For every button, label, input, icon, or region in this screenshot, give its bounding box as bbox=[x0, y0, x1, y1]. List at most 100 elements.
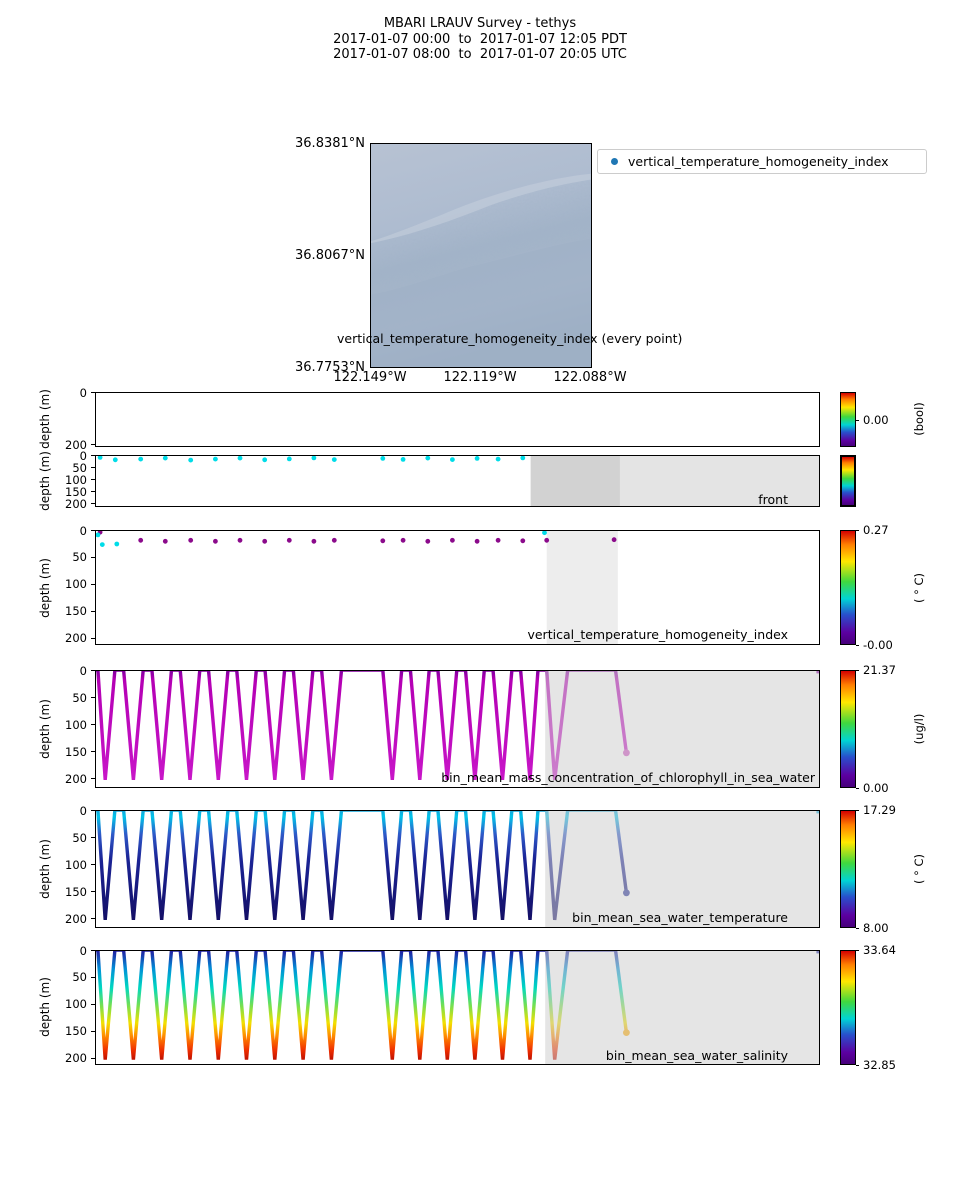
y-tick-label: 100 bbox=[65, 472, 87, 487]
y-tick-label: 200 bbox=[65, 437, 87, 452]
y-tick-label: 150 bbox=[65, 604, 87, 619]
y-tick-mark bbox=[91, 611, 95, 612]
y-tick-mark bbox=[91, 751, 95, 753]
title-line-1: MBARI LRAUV Survey - tethys bbox=[383, 16, 577, 31]
y-tick-mark bbox=[91, 1031, 95, 1032]
plot-area-front bbox=[95, 455, 820, 507]
colorbar-tick-label: 0.00 bbox=[863, 412, 889, 427]
map-panel bbox=[370, 143, 592, 368]
y-tick-mark bbox=[91, 918, 95, 920]
y-tick-mark bbox=[91, 557, 95, 558]
colorbar-chlorophyll bbox=[840, 670, 856, 788]
y-tick-mark bbox=[91, 392, 95, 393]
colorbar-tick-label: 8.00 bbox=[863, 921, 889, 935]
colorbar-tick-mark bbox=[856, 788, 859, 789]
colorbar-tick-mark bbox=[856, 530, 859, 531]
y-tick-mark bbox=[91, 697, 95, 699]
colorbar-unit-bool: (bool) bbox=[912, 402, 926, 436]
title-line-3: 2017-01-07 08:00 to 2017-01-07 20:05 UTC bbox=[333, 47, 627, 62]
colorbar-tick-mark bbox=[856, 928, 859, 929]
y-tick-label: 0 bbox=[79, 663, 87, 678]
y-tick-label: 200 bbox=[65, 1051, 87, 1066]
figure-title: MBARI LRAUV Survey - tethys 2017-01-07 0… bbox=[0, 16, 960, 63]
colorbar-tick-label: 0.00 bbox=[863, 781, 889, 795]
plot-area-temperature bbox=[95, 810, 820, 928]
colorbar-tick-label: 21.37 bbox=[863, 663, 896, 677]
colorbar-tick-label: 33.64 bbox=[863, 943, 896, 957]
plot-area-salinity bbox=[95, 950, 820, 1065]
y-tick-mark bbox=[91, 503, 95, 505]
colorbar-salinity bbox=[840, 950, 856, 1065]
subplot-title: vertical_temperature_homogeneity_index (… bbox=[337, 331, 683, 346]
y-tick-mark bbox=[91, 530, 95, 531]
plot-area-bool bbox=[95, 392, 820, 447]
plot-area-vthi bbox=[95, 530, 820, 645]
colorbar-tick-mark bbox=[856, 950, 859, 951]
y-tick-label: 150 bbox=[65, 744, 87, 759]
y-tick-mark bbox=[91, 1058, 95, 1059]
colorbar-tick-label: 17.29 bbox=[863, 803, 896, 817]
colorbar-unit-temperature: ( ° C) bbox=[912, 853, 926, 885]
y-tick-mark bbox=[91, 467, 95, 469]
panel-annotation-front: front bbox=[758, 492, 788, 507]
scatter-marker-icon bbox=[611, 158, 618, 165]
y-tick-label: 150 bbox=[65, 1024, 87, 1039]
colorbar-tick-label: 32.85 bbox=[863, 1058, 896, 1072]
colorbar-tick-mark bbox=[856, 810, 859, 811]
y-tick-label: 100 bbox=[65, 717, 87, 732]
map-lat-tick-2: 36.7753°N bbox=[295, 360, 365, 375]
y-tick-label: 0 bbox=[79, 803, 87, 818]
legend-label: vertical_temperature_homogeneity_index bbox=[628, 154, 889, 169]
y-tick-mark bbox=[91, 864, 95, 866]
y-tick-mark bbox=[91, 837, 95, 839]
y-tick-label: 0 bbox=[79, 448, 87, 463]
y-tick-mark bbox=[91, 778, 95, 780]
colorbar-tick-mark bbox=[856, 1065, 859, 1066]
y-tick-label: 0 bbox=[79, 385, 87, 400]
y-tick-label: 50 bbox=[72, 690, 87, 705]
map-lon-tick-1: 122.119°W bbox=[443, 370, 517, 385]
y-tick-mark bbox=[91, 670, 95, 671]
map-lat-tick-0: 36.8381°N bbox=[295, 136, 365, 151]
plot-area-chlorophyll bbox=[95, 670, 820, 788]
y-tick-label: 150 bbox=[65, 884, 87, 899]
y-tick-label: 150 bbox=[65, 484, 87, 499]
panel-annotation-salinity: bin_mean_sea_water_salinity bbox=[605, 1048, 788, 1063]
y-tick-label: 0 bbox=[79, 943, 87, 958]
y-tick-mark bbox=[91, 724, 95, 726]
y-tick-label: 200 bbox=[65, 911, 87, 926]
y-tick-label: 50 bbox=[72, 460, 87, 475]
y-tick-mark bbox=[91, 1004, 95, 1005]
colorbar-tick-label: 0.27 bbox=[863, 523, 889, 537]
y-tick-label: 50 bbox=[72, 970, 87, 985]
y-tick-label: 100 bbox=[65, 577, 87, 592]
map-lon-tick-2: 122.088°W bbox=[553, 370, 627, 385]
map-lon-tick-0: 122.149°W bbox=[333, 370, 407, 385]
panel-annotation-temperature: bin_mean_sea_water_temperature bbox=[572, 910, 788, 925]
y-tick-label: 100 bbox=[65, 857, 87, 872]
colorbar-temperature bbox=[840, 810, 856, 928]
colorbar-vthi bbox=[840, 530, 856, 645]
colorbar-unit-vthi: ( ° C) bbox=[912, 572, 926, 604]
y-tick-label: 100 bbox=[65, 997, 87, 1012]
y-tick-label: 50 bbox=[72, 550, 87, 565]
y-tick-label: 0 bbox=[79, 523, 87, 538]
y-tick-label: 50 bbox=[72, 830, 87, 845]
y-tick-mark bbox=[91, 479, 95, 481]
colorbar-bool bbox=[840, 392, 856, 447]
y-tick-mark bbox=[91, 810, 95, 811]
bathymetry-map-image bbox=[371, 144, 591, 367]
y-tick-label: 200 bbox=[65, 631, 87, 646]
y-tick-mark bbox=[91, 491, 95, 493]
y-tick-mark bbox=[91, 891, 95, 893]
colorbar-tick-mark bbox=[856, 670, 859, 671]
title-line-2: 2017-01-07 00:00 to 2017-01-07 12:05 PDT bbox=[333, 31, 627, 47]
y-tick-mark bbox=[91, 950, 95, 951]
map-lat-tick-1: 36.8067°N bbox=[295, 248, 365, 263]
colorbar-tick-label: -0.00 bbox=[863, 638, 893, 652]
y-tick-mark bbox=[91, 455, 95, 456]
colorbar-tick-mark bbox=[856, 645, 859, 646]
y-tick-mark bbox=[91, 444, 95, 446]
legend: vertical_temperature_homogeneity_index bbox=[597, 149, 927, 174]
